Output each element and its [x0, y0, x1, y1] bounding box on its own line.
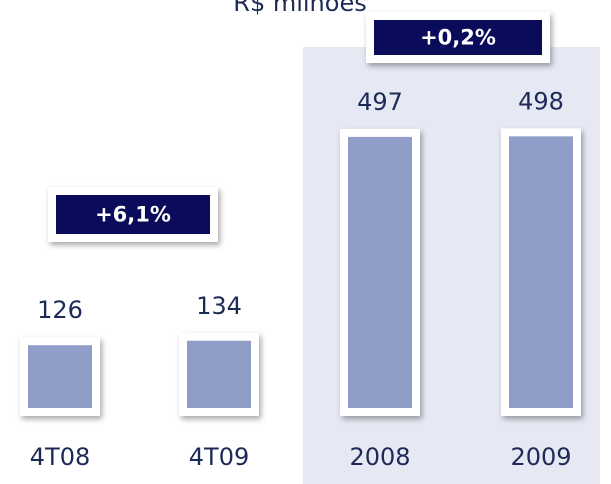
chart-title: R$ milhões: [233, 0, 366, 17]
annotation: +6,1%: [95, 203, 171, 227]
bar: [501, 128, 581, 416]
value-label: 126: [37, 296, 83, 324]
value-label: 134: [196, 292, 242, 320]
x-tick-label: 2009: [510, 443, 571, 471]
value-label: 498: [518, 87, 564, 115]
x-tick-label: 4T08: [30, 443, 90, 471]
bar: [179, 332, 259, 416]
bar: [340, 128, 420, 417]
annotation-box: [48, 187, 218, 242]
bar: [20, 337, 100, 416]
x-tick-label: 4T09: [189, 443, 249, 471]
x-tick-label: 2008: [349, 443, 410, 471]
annotation: +0,2%: [420, 26, 496, 50]
annotation-box: [366, 12, 550, 63]
value-label: 497: [357, 88, 403, 116]
